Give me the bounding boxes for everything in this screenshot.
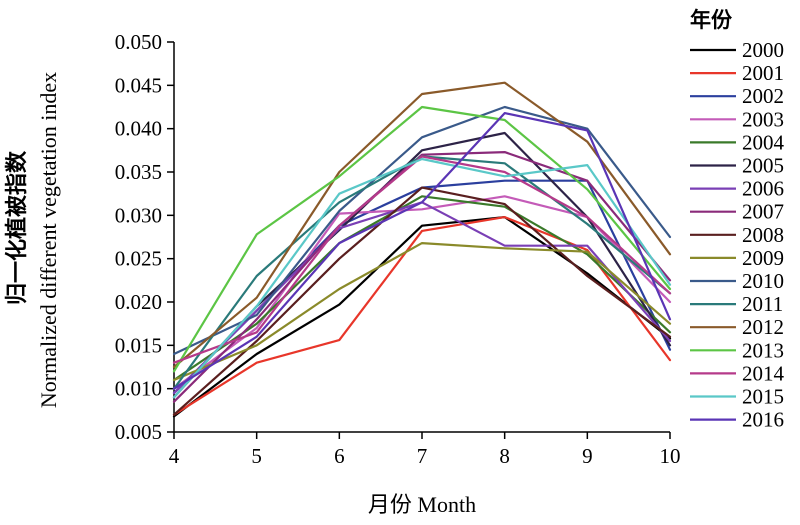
series-line-2004 xyxy=(172,195,672,382)
series-line-2007 xyxy=(172,151,672,403)
legend-title: 年份 xyxy=(690,8,733,32)
x-tick-label: 4 xyxy=(169,444,180,468)
legend-label-2007: 2007 xyxy=(742,200,784,224)
series-line-2014 xyxy=(172,155,672,364)
x-tick-label: 10 xyxy=(660,444,681,468)
x-tick-label: 5 xyxy=(251,444,262,468)
x-axis-title: 月份 Month xyxy=(368,492,476,517)
y-axis-title: 归一化植被指数 Normalized different vegetation … xyxy=(4,72,61,408)
legend-label-2006: 2006 xyxy=(742,177,784,201)
legend-label-2009: 2009 xyxy=(742,246,784,270)
legend-label-2015: 2015 xyxy=(742,385,784,409)
y-tick-label: 0.050 xyxy=(115,30,162,54)
legend-label-2008: 2008 xyxy=(742,223,784,247)
y-axis-title-cn: 归一化植被指数 xyxy=(4,150,29,305)
legend-label-2010: 2010 xyxy=(742,269,784,293)
y-tick-label: 0.045 xyxy=(115,73,162,97)
series-line-2012 xyxy=(172,81,672,369)
axes xyxy=(173,42,670,433)
y-axis-ticks: 0.005 0.010 0.015 0.020 0.025 0.030 0.035 0.040… xyxy=(115,30,174,444)
y-tick-label: 0.030 xyxy=(115,203,162,227)
series-line-2016 xyxy=(172,111,672,390)
plot-series xyxy=(172,81,672,418)
y-tick-label: 0.005 xyxy=(115,420,162,444)
y-tick-label: 0.015 xyxy=(115,333,162,357)
legend-label-2005: 2005 xyxy=(742,154,784,178)
series-line-2015 xyxy=(172,157,672,399)
legend-label-2000: 2000 xyxy=(742,38,784,62)
y-tick-label: 0.040 xyxy=(115,117,162,141)
legend-label-2016: 2016 xyxy=(742,408,784,432)
x-tick-label: 9 xyxy=(582,444,593,468)
x-axis-ticks: 4 5 6 7 8 9 10 xyxy=(169,432,681,468)
legend-label-2014: 2014 xyxy=(742,361,785,385)
series-line-2005 xyxy=(172,131,672,399)
series-line-2001 xyxy=(172,216,672,416)
series-line-2000 xyxy=(172,216,672,418)
legend-label-2003: 2003 xyxy=(742,107,784,131)
legend-label-2001: 2001 xyxy=(742,61,784,85)
x-tick-label: 7 xyxy=(417,444,428,468)
legend: 年份 2000200120022003200420052006200720082… xyxy=(690,8,785,432)
series-line-2010 xyxy=(172,105,672,356)
legend-items: 2000200120022003200420052006200720082009… xyxy=(690,38,785,432)
y-tick-label: 0.020 xyxy=(115,290,162,314)
series-line-2008 xyxy=(172,186,672,416)
series-line-2013 xyxy=(172,105,672,373)
series-line-2009 xyxy=(172,242,672,382)
legend-label-2011: 2011 xyxy=(742,292,783,316)
legend-label-2002: 2002 xyxy=(742,84,784,108)
y-tick-label: 0.025 xyxy=(115,247,162,271)
legend-label-2004: 2004 xyxy=(742,130,785,154)
x-tick-label: 6 xyxy=(334,444,345,468)
y-tick-label: 0.010 xyxy=(115,377,162,401)
legend-label-2013: 2013 xyxy=(742,338,784,362)
legend-label-2012: 2012 xyxy=(742,315,784,339)
y-axis-title-en: Normalized different vegetation index xyxy=(36,72,61,408)
x-tick-label: 8 xyxy=(499,444,510,468)
y-tick-label: 0.035 xyxy=(115,160,162,184)
